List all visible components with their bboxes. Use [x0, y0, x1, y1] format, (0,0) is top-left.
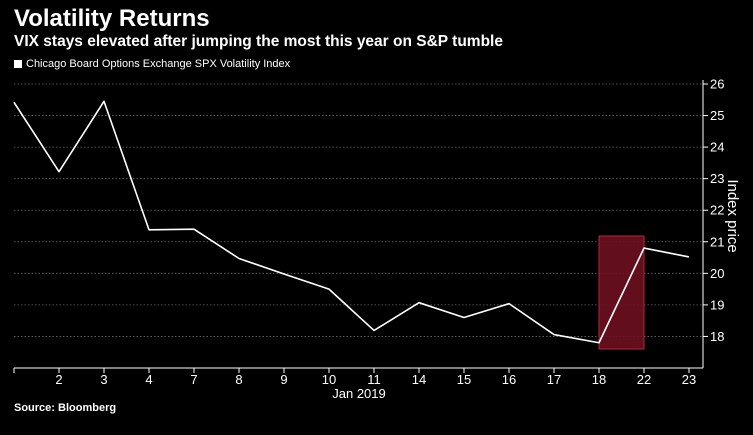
axes	[13, 80, 708, 373]
series	[13, 100, 690, 344]
x-tick-label-17: 17	[547, 372, 561, 387]
y-tick-label-21: 21	[710, 234, 724, 249]
x-tick-label-15: 15	[457, 372, 471, 387]
x-tick-label-18: 18	[592, 372, 606, 387]
x-tick-label-22: 22	[637, 372, 651, 387]
x-tick-label-14: 14	[412, 372, 426, 387]
series-line-0	[13, 100, 690, 344]
y-axis-title: Index price	[724, 179, 741, 252]
legend-label: Chicago Board Options Exchange SPX Volat…	[26, 58, 291, 70]
x-tick-label-2: 2	[55, 372, 62, 387]
y-tick-label-19: 19	[710, 297, 724, 312]
chart-title: Volatility Returns	[14, 5, 210, 32]
y-tick-label-18: 18	[710, 329, 724, 344]
legend: Chicago Board Options Exchange SPX Volat…	[14, 57, 290, 71]
x-tick-label-11: 11	[367, 372, 381, 387]
x-tick-label-4: 4	[145, 372, 152, 387]
x-tick-label-23: 23	[682, 372, 696, 387]
x-tick-label-3: 3	[100, 372, 107, 387]
y-tick-label-26: 26	[710, 77, 724, 92]
highlight-region	[598, 235, 645, 350]
x-tick-label-7: 7	[190, 372, 197, 387]
highlight-rect	[598, 235, 645, 350]
y-tick-label-24: 24	[710, 140, 724, 155]
y-tick-label-20: 20	[710, 266, 724, 281]
y-tick-label-22: 22	[710, 203, 724, 218]
legend-swatch	[14, 60, 22, 68]
x-axis-title: Jan 2019	[332, 386, 386, 401]
chart-subtitle: VIX stays elevated after jumping the mos…	[14, 33, 503, 50]
source-note: Source: Bloomberg	[14, 402, 117, 414]
grid-lines	[14, 83, 703, 337]
x-tick-label-9: 9	[280, 372, 287, 387]
x-tick-label-8: 8	[235, 372, 242, 387]
y-tick-label-25: 25	[710, 108, 724, 123]
x-tick-label-10: 10	[322, 372, 336, 387]
x-tick-label-16: 16	[502, 372, 516, 387]
y-tick-label-23: 23	[710, 171, 724, 186]
